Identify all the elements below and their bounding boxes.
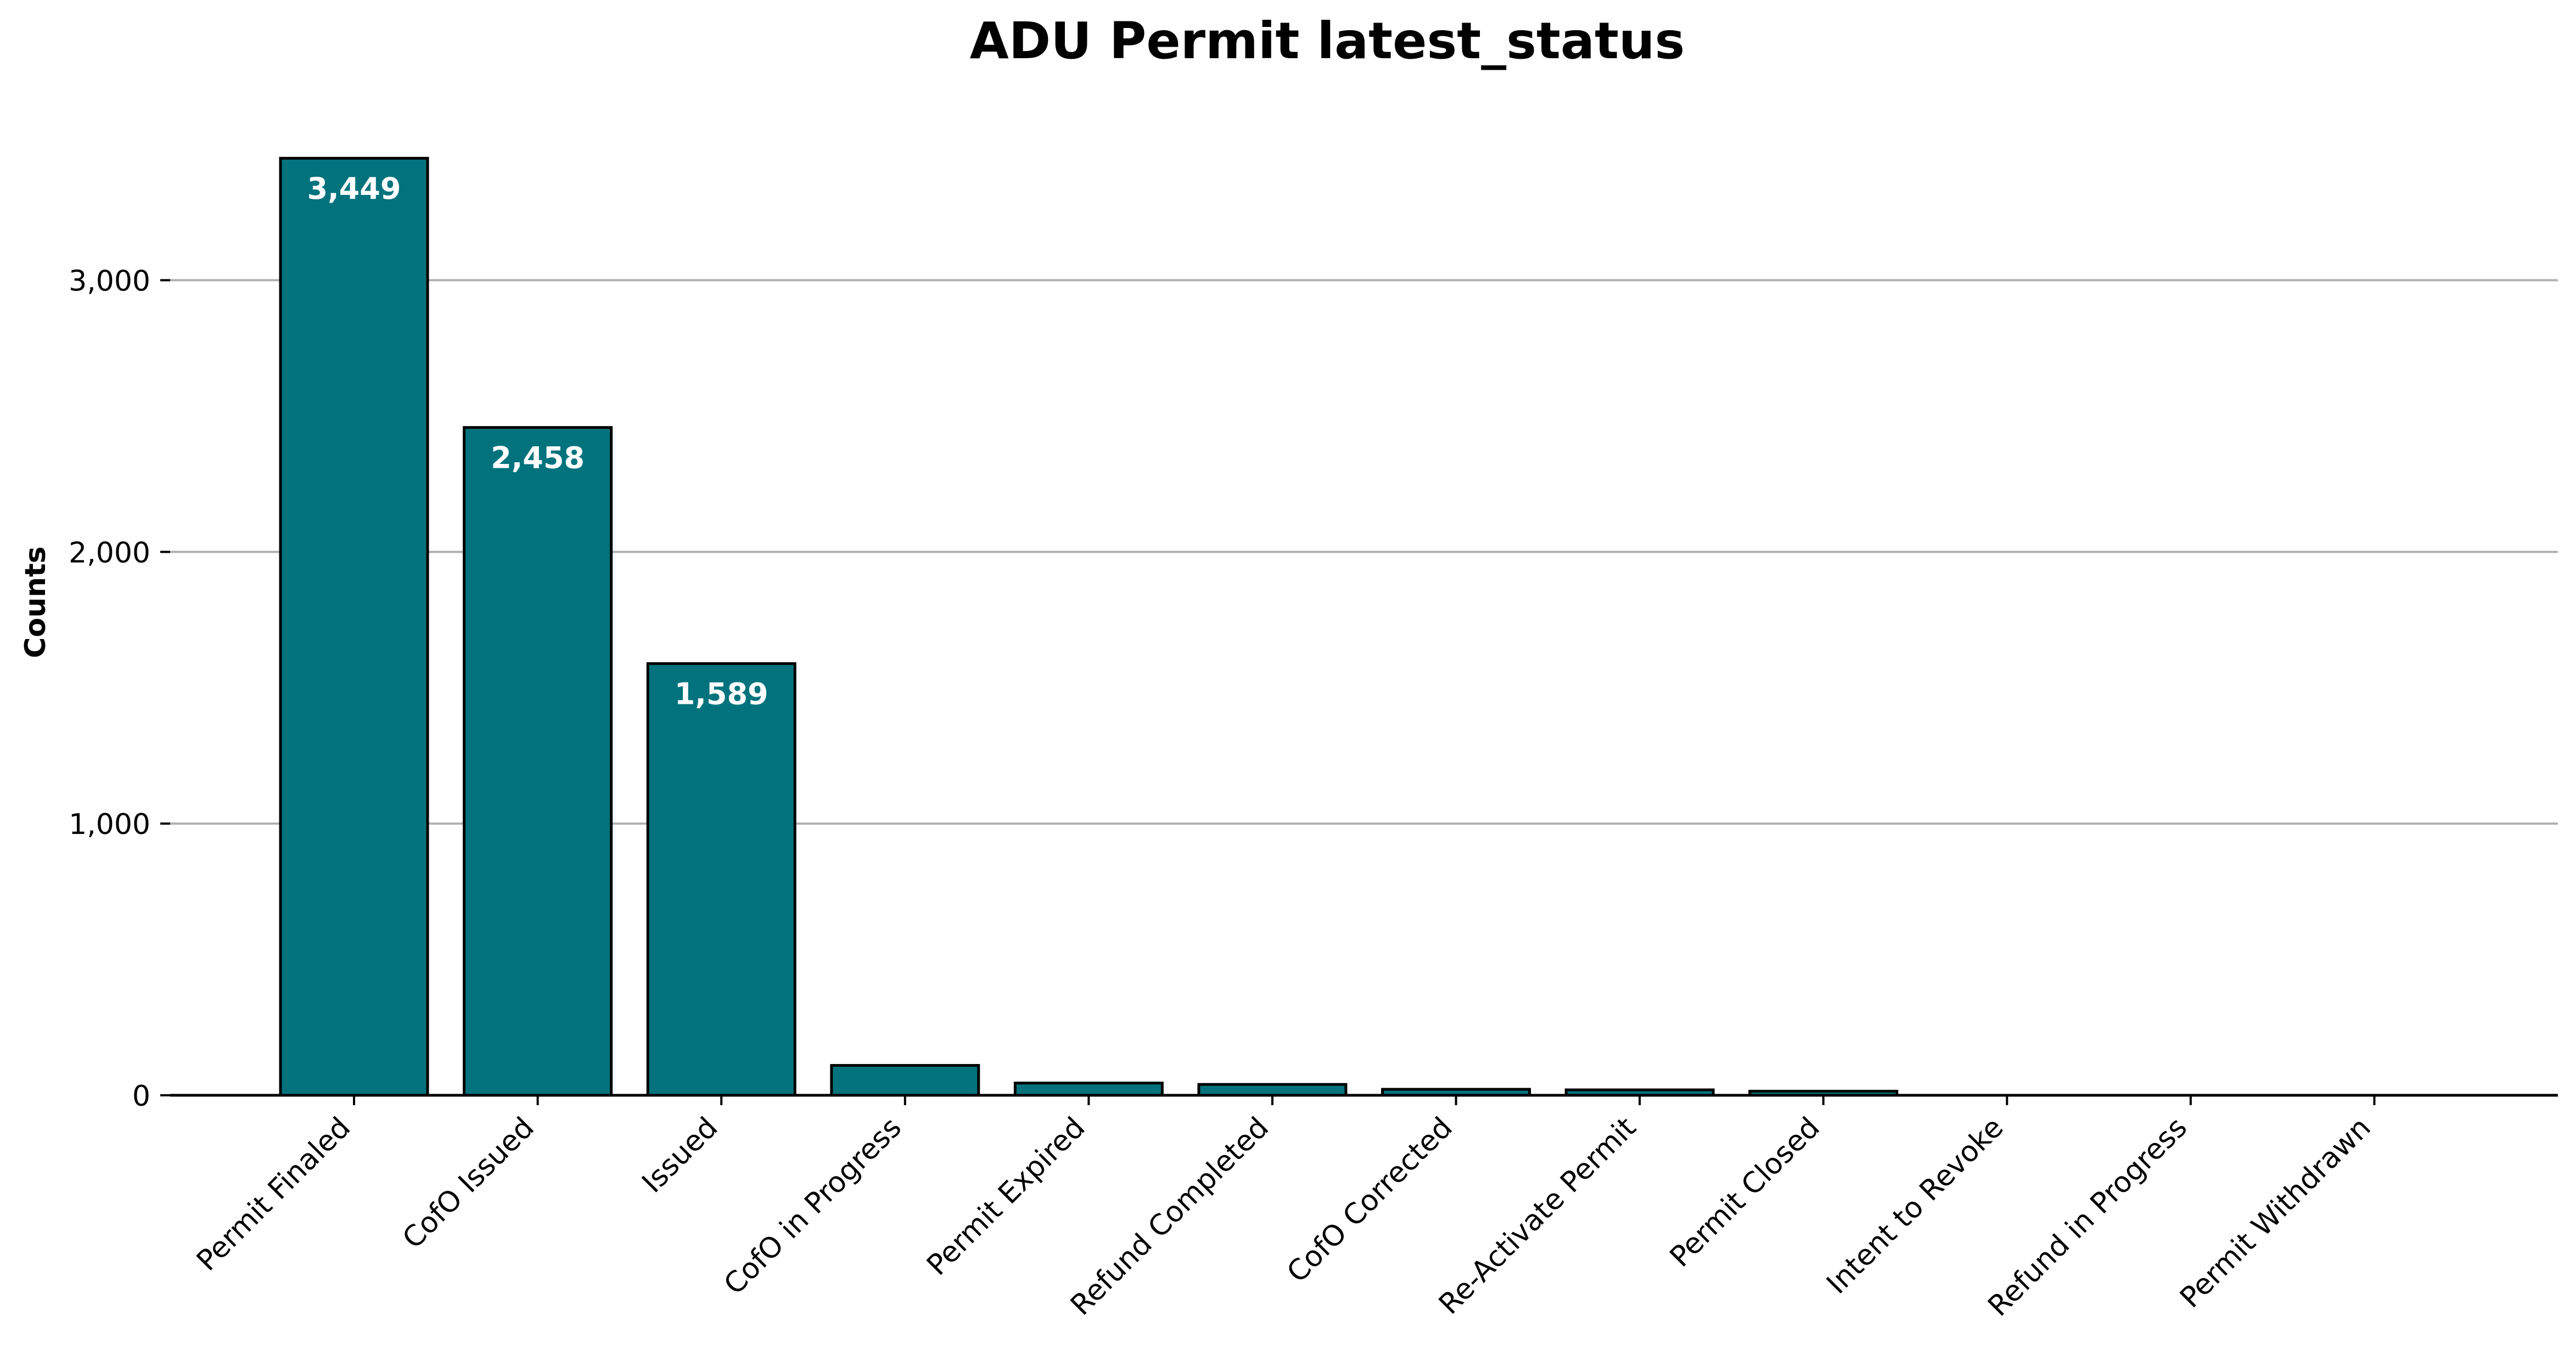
bar-value-label: 2,458 <box>491 441 585 475</box>
x-tick-label: Permit Finaled <box>190 1111 357 1278</box>
bar-value-label: 3,449 <box>307 171 401 206</box>
bar-value-label: 1,589 <box>675 677 768 712</box>
x-tick-label: CofO Corrected <box>1281 1111 1458 1289</box>
bar <box>279 156 429 1097</box>
x-tick-label: Refund Completed <box>1064 1111 1275 1322</box>
bar <box>1013 1082 1164 1097</box>
x-tick-label: CofO Issued <box>396 1111 541 1256</box>
y-tick-label: 3,000 <box>69 265 150 298</box>
y-tick-label: 2,000 <box>69 536 150 569</box>
x-tick-label: Refund in Progress <box>1982 1111 2194 1323</box>
x-tick-label: Re-Activate Permit <box>1433 1111 1642 1321</box>
bar <box>1197 1083 1348 1097</box>
x-tick-label: Intent to Revoke <box>1821 1111 2010 1301</box>
y-tick-label: 0 <box>132 1080 150 1113</box>
y-tick-label: 1,000 <box>69 808 150 841</box>
x-tick-label: Permit Withdrawn <box>2174 1111 2377 1314</box>
y-axis-label: Counts <box>19 546 52 658</box>
x-tick-label: Permit Closed <box>1664 1111 1826 1274</box>
x-tick-label: Issued <box>636 1111 725 1200</box>
x-tick-label: CofO in Progress <box>718 1111 908 1301</box>
chart-title: ADU Permit latest_status <box>970 12 1685 70</box>
bars <box>279 156 1899 1097</box>
bar <box>646 662 796 1097</box>
bar <box>830 1064 980 1097</box>
bar <box>463 426 613 1097</box>
x-tick-label: Permit Expired <box>921 1111 1091 1282</box>
axes <box>160 279 2558 1105</box>
